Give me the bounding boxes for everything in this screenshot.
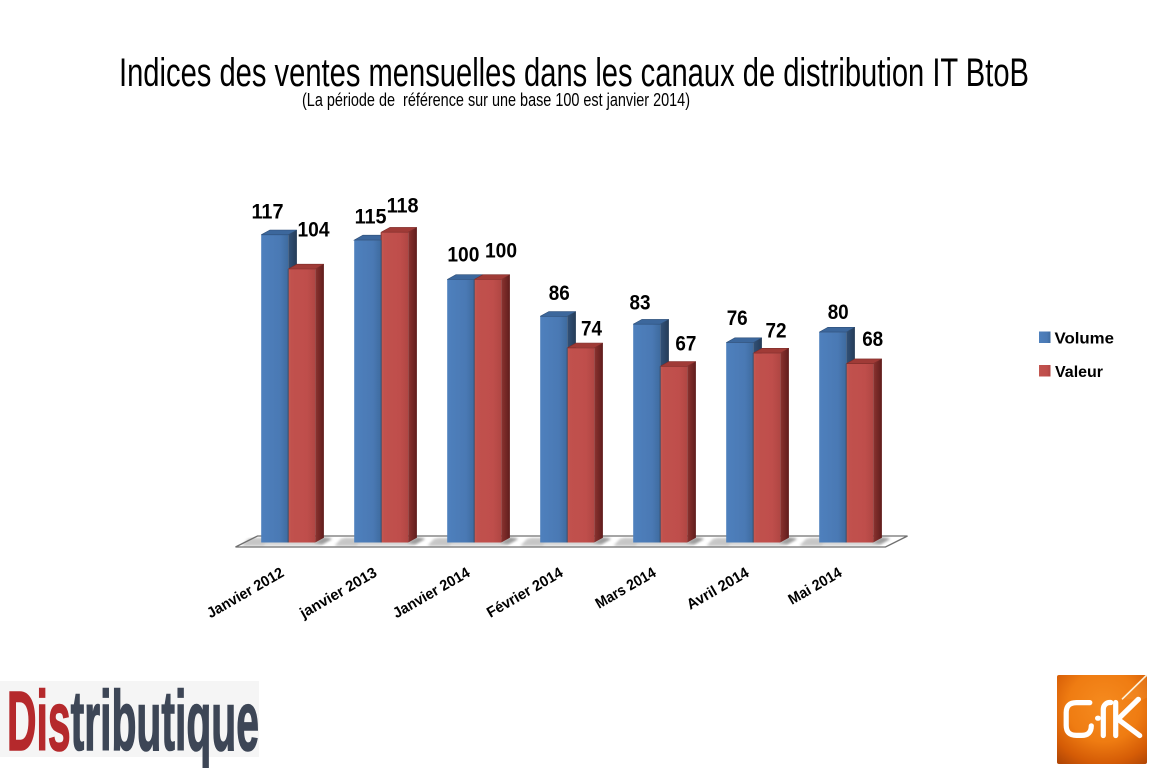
svg-text:115: 115 xyxy=(355,204,387,228)
svg-text:Distributique: Distributique xyxy=(7,674,259,768)
svg-text:83: 83 xyxy=(630,291,651,315)
svg-text:72: 72 xyxy=(766,318,787,342)
svg-text:100: 100 xyxy=(485,239,517,263)
svg-text:(La période de référence sur: (La période de référence sur une base 10… xyxy=(302,90,690,110)
svg-text:117: 117 xyxy=(252,200,284,224)
svg-text:76: 76 xyxy=(727,306,748,330)
svg-text:118: 118 xyxy=(387,194,419,218)
svg-text:104: 104 xyxy=(298,218,330,242)
svg-text:Valeur: Valeur xyxy=(1055,364,1103,381)
svg-text:67: 67 xyxy=(675,332,696,356)
svg-text:Indices des ventes mensuelles: Indices des ventes mensuelles dans les c… xyxy=(119,51,1029,95)
svg-text:100: 100 xyxy=(447,242,479,266)
svg-text:80: 80 xyxy=(828,300,849,324)
svg-text:86: 86 xyxy=(549,281,570,305)
svg-text:68: 68 xyxy=(862,327,883,351)
svg-text:74: 74 xyxy=(581,317,602,341)
svg-text:Volume: Volume xyxy=(1055,331,1115,348)
